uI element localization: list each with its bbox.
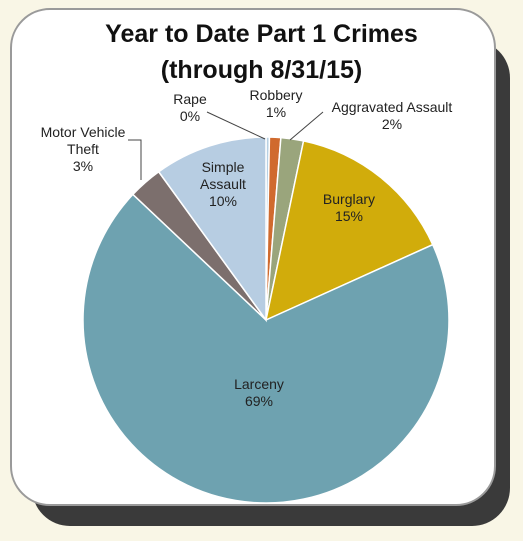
slice-label-motor-vehicle-theft: Motor Vehicle Theft 3% bbox=[41, 124, 126, 174]
slice-percent-motor-vehicle-theft: 3% bbox=[73, 158, 93, 174]
slice-percent-burglary: 15% bbox=[335, 208, 363, 224]
slice-label-simple-assault: Simple Assault 10% bbox=[200, 159, 246, 209]
leader-line-aggravated-assault bbox=[289, 111, 324, 141]
slice-percent-larceny: 69% bbox=[245, 393, 273, 409]
slice-labels: Rape 0% Robbery 1% Aggravated Assault 2% Burgl… bbox=[41, 87, 453, 409]
slice-percent-rape: 0% bbox=[180, 108, 200, 124]
pie-slices bbox=[82, 136, 450, 504]
pie-slice-larceny bbox=[82, 193, 450, 504]
leader-line-motor-vehicle-theft bbox=[128, 139, 142, 180]
slice-label-burglary: Burglary 15% bbox=[323, 191, 375, 224]
chart-title-line-2: (through 8/31/15) bbox=[160, 56, 363, 84]
slice-label-robbery: Robbery 1% bbox=[250, 87, 303, 120]
leader-line-rape bbox=[206, 111, 266, 140]
slice-percent-aggravated-assault: 2% bbox=[382, 116, 402, 132]
slice-label-rape: Rape 0% bbox=[173, 91, 207, 124]
leader-lines bbox=[128, 111, 324, 180]
slice-percent-simple-assault: 10% bbox=[209, 193, 237, 209]
pie-slice-burglary bbox=[264, 140, 434, 322]
chart-title-line-1: Year to Date Part 1 Crimes bbox=[105, 20, 418, 48]
slice-label-aggravated-assault: Aggravated Assault 2% bbox=[332, 99, 453, 132]
slice-percent-robbery: 1% bbox=[266, 104, 286, 120]
slice-label-larceny: Larceny 69% bbox=[234, 376, 284, 409]
